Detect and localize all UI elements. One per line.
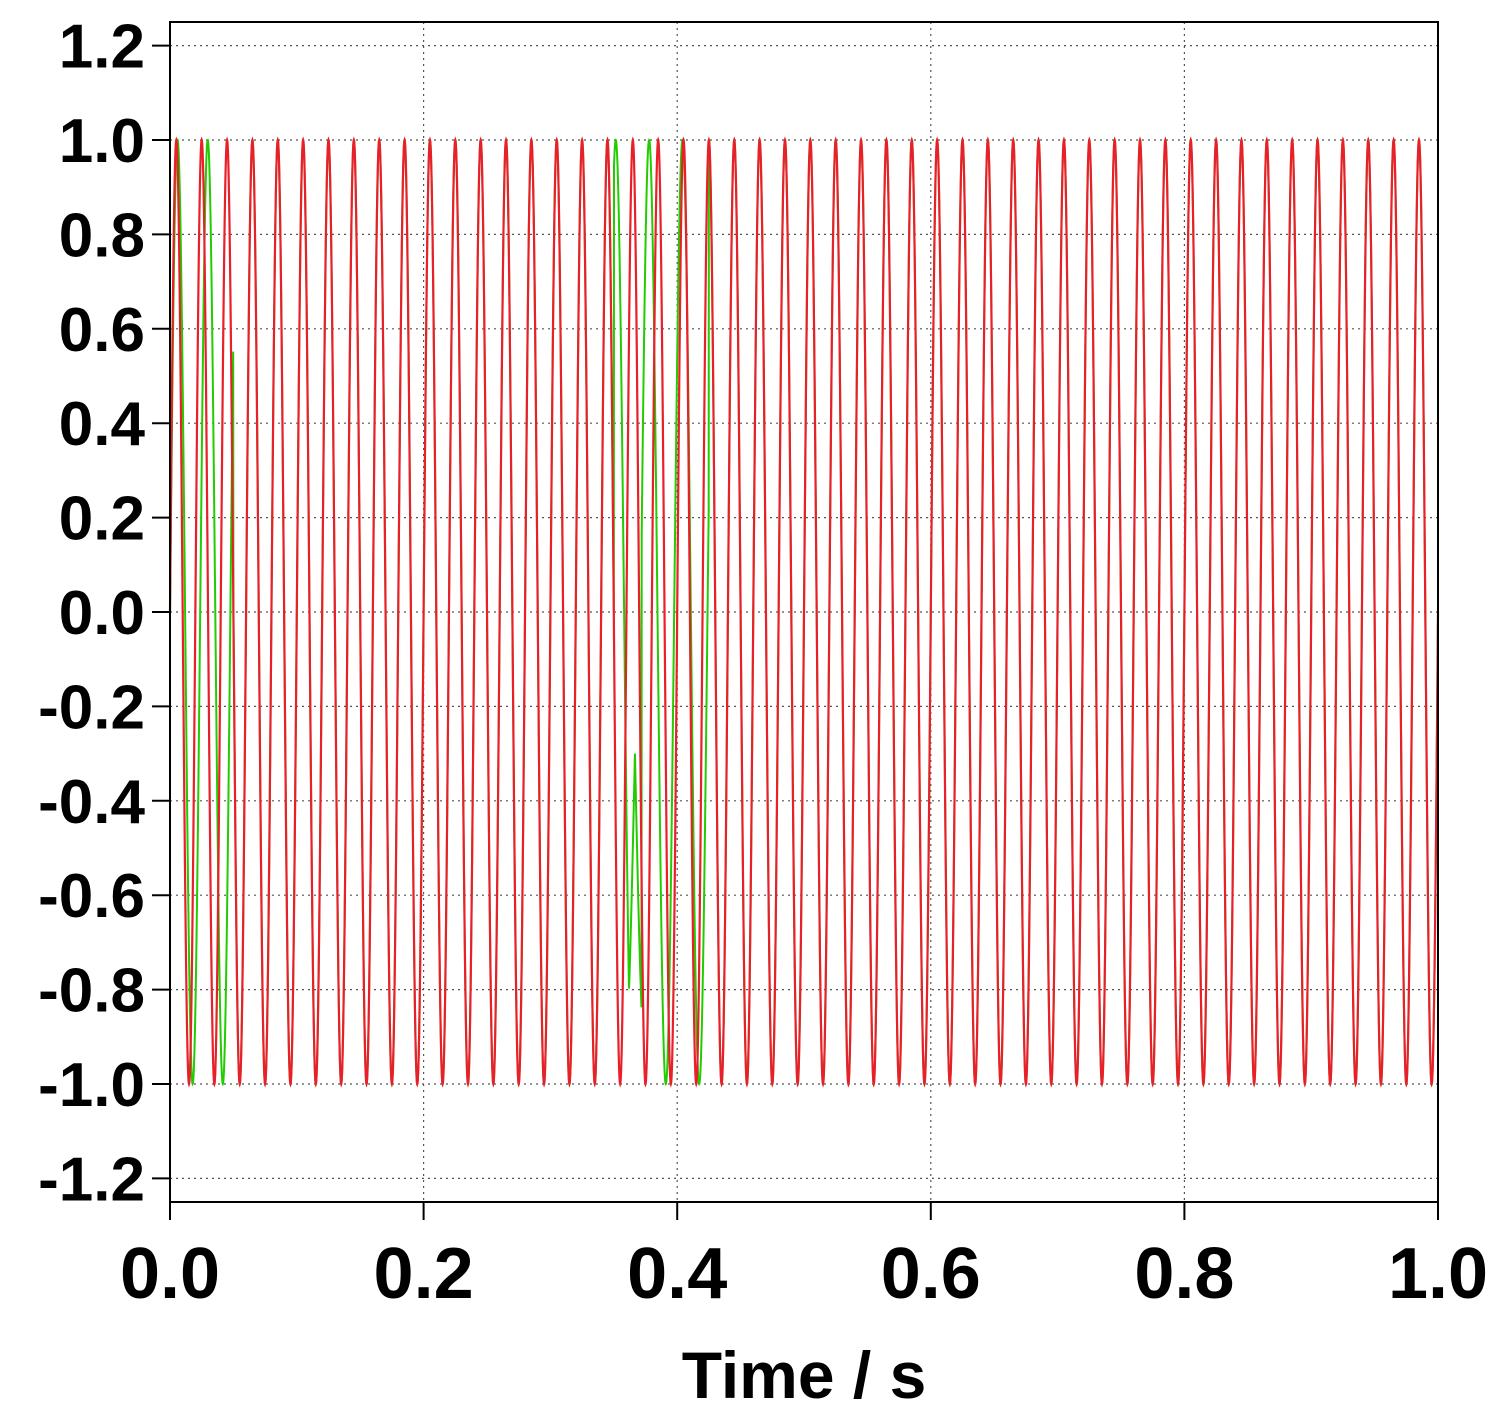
y-tick-label: -1.0	[38, 1051, 145, 1120]
y-tick-label: 0.0	[59, 579, 145, 648]
y-tick-label: 0.2	[59, 485, 145, 554]
series-red	[168, 136, 1440, 1088]
y-tick-label: -1.2	[38, 1145, 145, 1214]
y-tick-label: 0.8	[59, 201, 145, 270]
y-tick-label: 0.4	[59, 390, 146, 459]
x-axis-title: Time / s	[682, 1338, 927, 1412]
y-tick-label: -0.4	[38, 768, 145, 837]
x-tick-label: 0.2	[374, 1234, 474, 1314]
x-ticks: 0.0 0.2 0.4 0.6 0.8 1.0	[120, 1202, 1488, 1314]
x-tick-label: 0.6	[881, 1234, 981, 1314]
y-tick-label: -0.6	[38, 862, 145, 931]
x-tick-label: 0.8	[1134, 1234, 1234, 1314]
x-tick-label: 0.0	[120, 1234, 220, 1314]
y-tick-label: -0.2	[38, 673, 145, 742]
y-tick-label: 1.2	[59, 13, 145, 82]
y-tick-label: 0.6	[59, 296, 145, 365]
y-ticks: 1.2 1.0 0.8 0.6 0.4 0.2 0.0 -0.2 -0.4 -0.6 -0.8 -1.…	[38, 13, 170, 1214]
series-red-line	[168, 136, 1440, 1088]
x-tick-label: 0.4	[627, 1234, 727, 1314]
y-tick-label: 1.0	[59, 107, 145, 176]
x-tick-label: 1.0	[1388, 1234, 1488, 1314]
y-tick-label: -0.8	[38, 957, 145, 1026]
